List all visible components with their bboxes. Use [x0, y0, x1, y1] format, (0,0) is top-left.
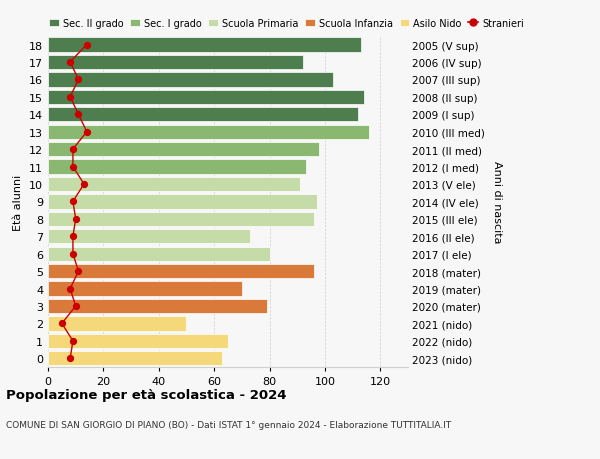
Point	[68, 198, 78, 206]
Bar	[48, 38, 361, 52]
Bar	[48, 264, 314, 279]
Bar	[48, 230, 250, 244]
Bar	[48, 247, 269, 261]
Point	[65, 94, 75, 101]
Bar	[48, 212, 314, 226]
Bar	[48, 178, 300, 192]
Point	[65, 355, 75, 362]
Y-axis label: Anni di nascita: Anni di nascita	[492, 161, 502, 243]
Point	[68, 233, 78, 241]
Point	[79, 181, 89, 188]
Point	[68, 163, 78, 171]
Point	[68, 337, 78, 345]
Point	[57, 320, 67, 327]
Point	[68, 146, 78, 153]
Y-axis label: Età alunni: Età alunni	[13, 174, 23, 230]
Legend: Sec. II grado, Sec. I grado, Scuola Primaria, Scuola Infanzia, Asilo Nido, Stran: Sec. II grado, Sec. I grado, Scuola Prim…	[49, 18, 524, 28]
Point	[71, 216, 80, 223]
Point	[82, 42, 92, 49]
Bar	[48, 143, 319, 157]
Bar	[48, 195, 317, 209]
Point	[68, 251, 78, 258]
Point	[74, 268, 83, 275]
Bar	[48, 160, 305, 174]
Point	[74, 77, 83, 84]
Bar	[48, 352, 223, 366]
Bar	[48, 73, 333, 87]
Point	[82, 129, 92, 136]
Bar	[48, 125, 369, 140]
Bar	[48, 299, 267, 313]
Point	[65, 59, 75, 67]
Bar	[48, 108, 358, 122]
Point	[74, 112, 83, 119]
Text: Popolazione per età scolastica - 2024: Popolazione per età scolastica - 2024	[6, 388, 287, 401]
Bar	[48, 334, 228, 348]
Bar	[48, 282, 242, 296]
Bar	[48, 56, 303, 70]
Bar	[48, 90, 364, 105]
Bar	[48, 317, 187, 331]
Point	[71, 302, 80, 310]
Point	[65, 285, 75, 292]
Text: COMUNE DI SAN GIORGIO DI PIANO (BO) - Dati ISTAT 1° gennaio 2024 - Elaborazione : COMUNE DI SAN GIORGIO DI PIANO (BO) - Da…	[6, 420, 451, 429]
